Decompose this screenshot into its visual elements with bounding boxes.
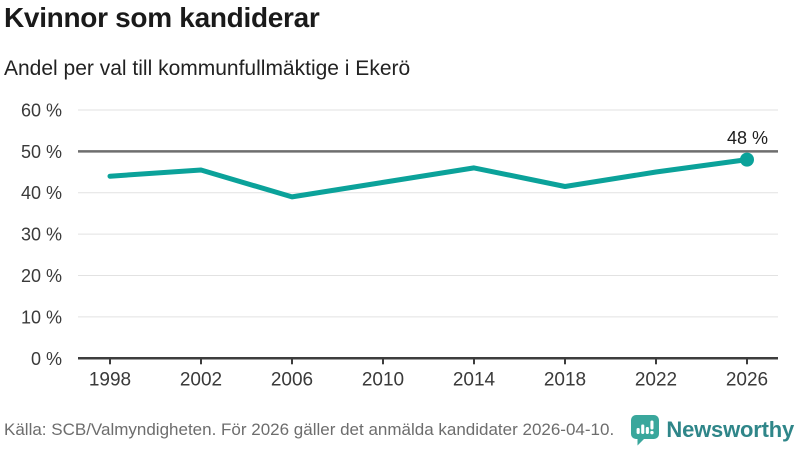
x-tick-label: 2022: [635, 369, 677, 390]
y-tick-label: 40 %: [21, 183, 62, 203]
chart-title: Kvinnor som kandiderar: [4, 2, 320, 33]
newsworthy-bubble-chart-icon: [631, 414, 660, 445]
footer: Källa: SCB/Valmyndigheten. För 2026 gäll…: [0, 412, 800, 450]
y-tick-label: 60 %: [21, 100, 62, 120]
y-tick-label: 10 %: [21, 307, 62, 327]
x-tick-label: 2026: [726, 369, 768, 390]
y-tick-label: 20 %: [21, 266, 62, 286]
y-tick-label: 50 %: [21, 142, 62, 162]
chart-subtitle: Andel per val till kommunfullmäktige i E…: [4, 57, 411, 80]
y-tick-label: 30 %: [21, 225, 62, 245]
source-note: Källa: SCB/Valmyndigheten. För 2026 gäll…: [4, 420, 615, 439]
data-line: [107, 157, 750, 200]
newsworthy-logo: Newsworthy: [631, 414, 794, 446]
x-tick-label: 2006: [271, 369, 313, 390]
y-tick-label: 0 %: [31, 349, 62, 369]
x-tick-label: 2002: [180, 369, 222, 390]
last-value-label: 48 %: [727, 128, 768, 148]
newsworthy-wordmark: Newsworthy: [666, 417, 794, 442]
x-tick-label: 2010: [362, 369, 404, 390]
x-tick-label: 1998: [89, 369, 131, 390]
x-tick-label: 2014: [453, 369, 496, 390]
data-point-marker: [740, 152, 754, 167]
x-tick-label: 2018: [544, 369, 586, 390]
